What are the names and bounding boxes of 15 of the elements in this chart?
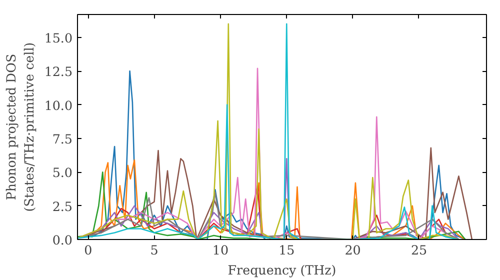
x-tick-label: 15 — [278, 242, 295, 258]
y-tick-label: 10.0 — [44, 98, 73, 113]
x-tick-label: 0 — [84, 242, 92, 258]
x-tick-label: 20 — [344, 242, 361, 258]
y-tick-label: 5.0 — [52, 165, 73, 180]
y-tick-label: 2.5 — [52, 198, 73, 214]
y-tick-label: 15.0 — [44, 30, 73, 46]
y-tick-label: 0.0 — [52, 232, 73, 248]
x-tick-label: 10 — [212, 242, 229, 258]
y-tick-label: 7.5 — [52, 131, 73, 146]
y-tick-label: 12.5 — [44, 64, 73, 80]
x-tick-label: 5 — [150, 242, 158, 258]
x-tick-label: 25 — [410, 242, 428, 258]
x-axis-title: Frequency (THz) — [228, 262, 336, 278]
y-axis-title: Phonon projected DOS (States/THz·primitive cell) — [3, 42, 36, 212]
